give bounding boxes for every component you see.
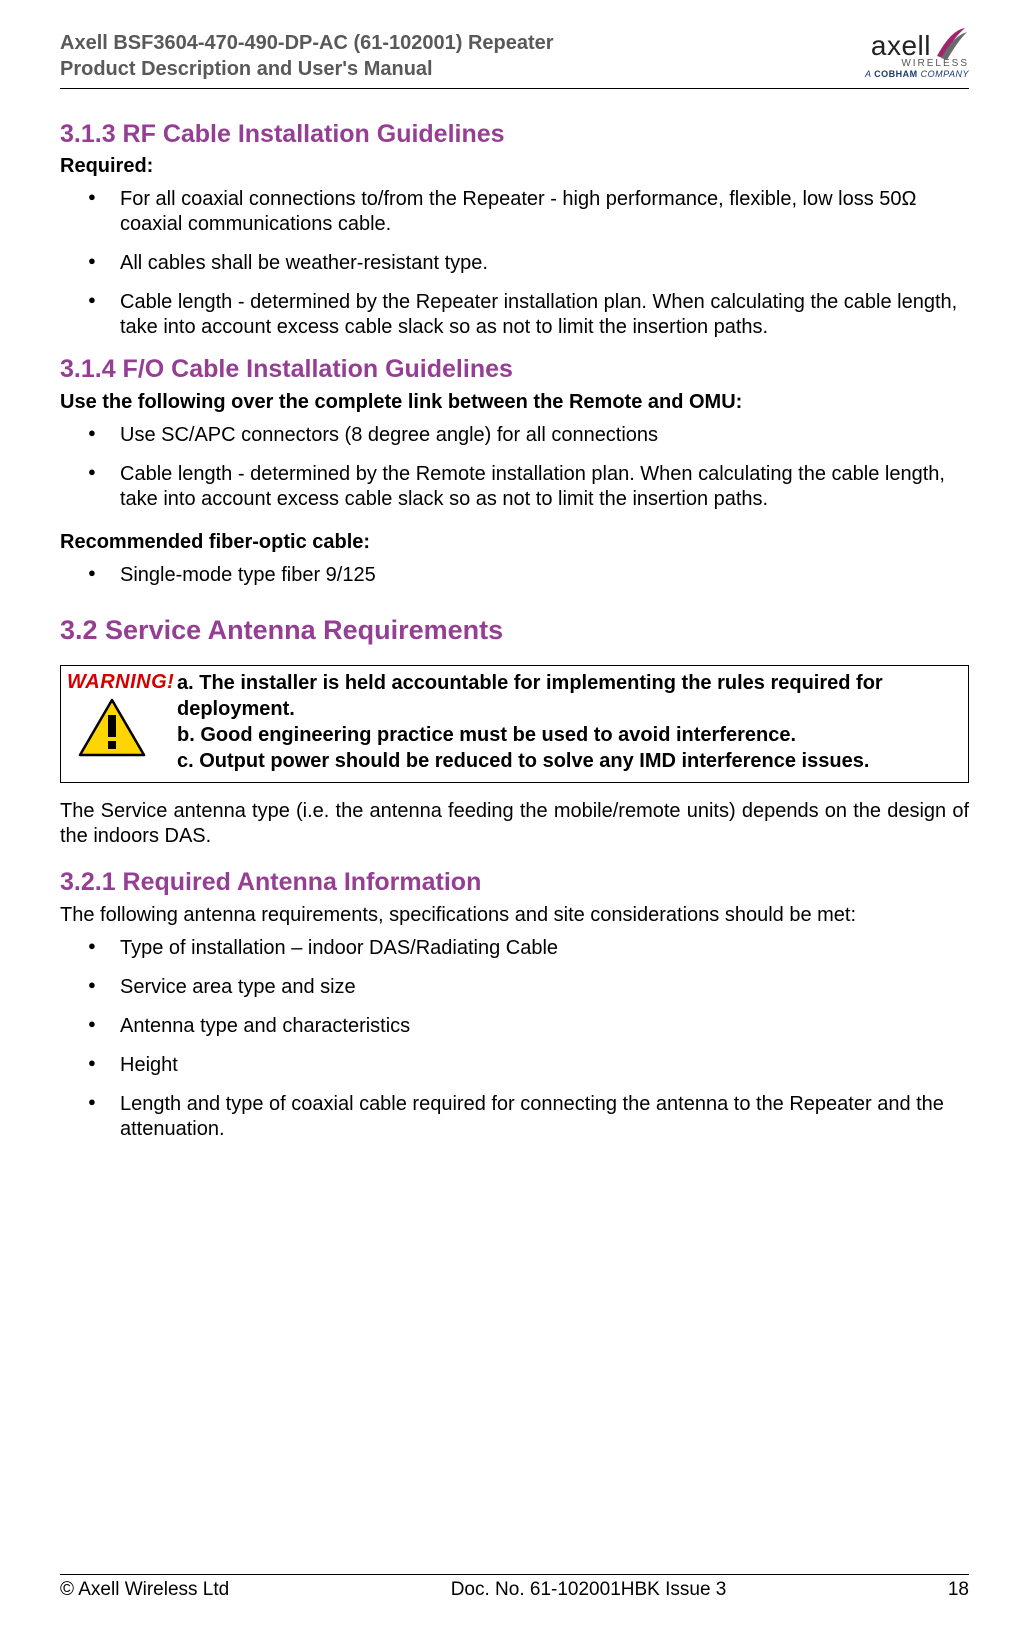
warning-label: WARNING! [67, 670, 177, 695]
header-rule [60, 88, 969, 89]
list-item: Cable length - determined by the Remote … [60, 462, 969, 512]
heading-321: 3.2.1 Required Antenna Information [60, 867, 969, 898]
footer-right: 18 [948, 1579, 969, 1601]
intro-321: The following antenna requirements, spec… [60, 903, 969, 928]
logo-tagline: A COBHAM COMPANY [819, 69, 969, 79]
page-header: Axell BSF3604-470-490-DP-AC (61-102001) … [60, 30, 969, 82]
bullets-321: Type of installation – indoor DAS/Radiat… [60, 936, 969, 1142]
logo-tag-bold: COBHAM [874, 69, 918, 79]
header-line-1: Axell BSF3604-470-490-DP-AC (61-102001) … [60, 30, 554, 56]
company-logo: axell WIRELESS A COBHAM COMPANY [819, 30, 969, 79]
list-item: Use SC/APC connectors (8 degree angle) f… [60, 423, 969, 448]
bullets-314-rec: Single-mode type fiber 9/125 [60, 563, 969, 588]
list-item: Height [60, 1053, 969, 1078]
warning-line-c: c. Output power should be reduced to sol… [177, 748, 960, 774]
warning-left-col: WARNING! [67, 670, 177, 766]
para-after-warning: The Service antenna type (i.e. the anten… [60, 799, 969, 849]
logo-tag-prefix: A [865, 69, 874, 79]
warning-box: WARNING! a. The installer is held accoun… [60, 665, 969, 783]
logo-swoosh-icon [933, 26, 969, 62]
list-item: Single-mode type fiber 9/125 [60, 563, 969, 588]
intro-313: Required: [60, 154, 969, 179]
page-content: 3.1.3 RF Cable Installation Guidelines R… [60, 109, 969, 1574]
intro-314: Use the following over the complete link… [60, 390, 969, 415]
warning-triangle-icon [77, 697, 147, 759]
list-item: Service area type and size [60, 975, 969, 1000]
heading-313: 3.1.3 RF Cable Installation Guidelines [60, 119, 969, 150]
bullets-314: Use SC/APC connectors (8 degree angle) f… [60, 423, 969, 512]
heading-314: 3.1.4 F/O Cable Installation Guidelines [60, 354, 969, 385]
heading-32: 3.2 Service Antenna Requirements [60, 614, 969, 648]
warning-line-b: b. Good engineering practice must be use… [177, 722, 960, 748]
intro-314-rec: Recommended fiber-optic cable: [60, 530, 969, 555]
list-item: For all coaxial connections to/from the … [60, 187, 969, 237]
warning-body: a. The installer is held accountable for… [177, 670, 960, 774]
footer-left: © Axell Wireless Ltd [60, 1579, 229, 1601]
bullets-313: For all coaxial connections to/from the … [60, 187, 969, 340]
list-item: Type of installation – indoor DAS/Radiat… [60, 936, 969, 961]
list-item: Length and type of coaxial cable require… [60, 1092, 969, 1142]
header-title-block: Axell BSF3604-470-490-DP-AC (61-102001) … [60, 30, 554, 82]
header-line-2: Product Description and User's Manual [60, 56, 554, 82]
list-item: Antenna type and characteristics [60, 1014, 969, 1039]
page-footer: © Axell Wireless Ltd Doc. No. 61-102001H… [60, 1574, 969, 1601]
logo-tag-suffix: COMPANY [918, 69, 969, 79]
footer-line: © Axell Wireless Ltd Doc. No. 61-102001H… [60, 1579, 969, 1601]
list-item: All cables shall be weather-resistant ty… [60, 251, 969, 276]
list-item: Cable length - determined by the Repeate… [60, 290, 969, 340]
warning-line-a: a. The installer is held accountable for… [177, 670, 960, 722]
footer-center: Doc. No. 61-102001HBK Issue 3 [451, 1579, 727, 1601]
footer-rule [60, 1574, 969, 1575]
